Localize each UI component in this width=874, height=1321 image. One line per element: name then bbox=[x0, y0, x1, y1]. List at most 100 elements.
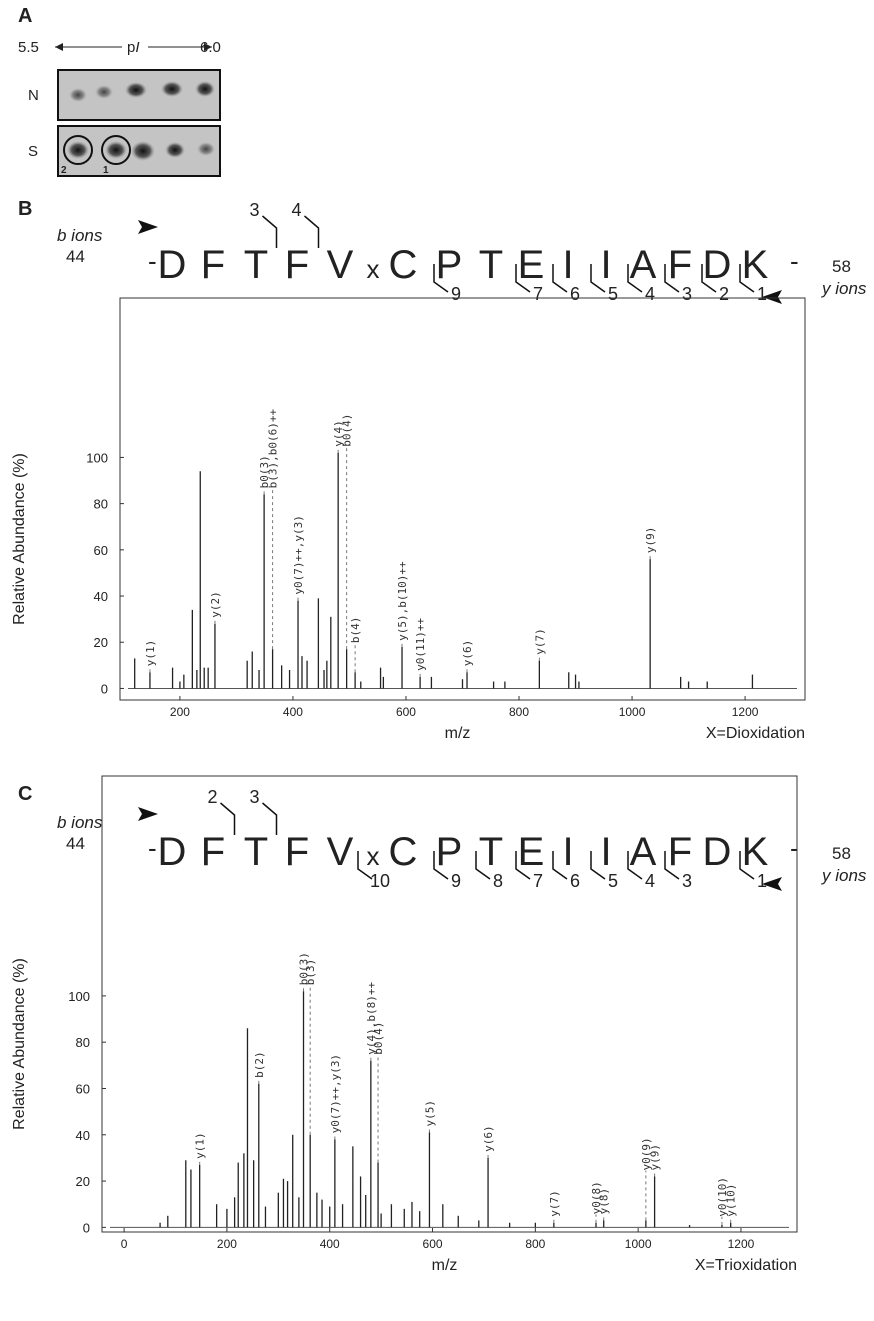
b-label: 4 bbox=[291, 200, 301, 220]
x-tick-label: 800 bbox=[525, 1237, 545, 1251]
y-tick-label: 40 bbox=[94, 589, 108, 604]
spot bbox=[69, 88, 87, 102]
y-label: 5 bbox=[608, 284, 618, 304]
peak-label: b0(4) bbox=[372, 1022, 385, 1055]
residue: T bbox=[479, 243, 503, 287]
spot bbox=[95, 85, 113, 99]
peak-label: y(1) bbox=[194, 1132, 207, 1159]
y-label: 5 bbox=[608, 871, 618, 891]
y-label: 3 bbox=[682, 284, 692, 304]
x-tick-label: 400 bbox=[283, 705, 303, 719]
residue: K bbox=[742, 243, 769, 287]
x-tick-label: 0 bbox=[121, 1237, 128, 1251]
residue: T bbox=[244, 830, 268, 874]
spot bbox=[125, 82, 147, 98]
peak-label: y0(7)++,y(3) bbox=[329, 1054, 342, 1133]
residue: F bbox=[285, 243, 309, 287]
panel-letter: C bbox=[18, 783, 32, 805]
peak-label: b(4) bbox=[349, 617, 362, 644]
b-arrow bbox=[138, 220, 158, 234]
residue: F bbox=[285, 830, 309, 874]
x-tick-label: 600 bbox=[423, 1237, 443, 1251]
residue: E bbox=[518, 243, 545, 287]
residue: I bbox=[562, 243, 573, 287]
y-label: 9 bbox=[451, 284, 461, 304]
y-tick-label: 80 bbox=[94, 497, 108, 512]
y-tick-label: 0 bbox=[83, 1220, 90, 1235]
b-start: 44 bbox=[66, 834, 85, 853]
x-tick-label: 1200 bbox=[728, 1237, 755, 1251]
spot bbox=[197, 142, 215, 156]
x-axis-label: m/z bbox=[432, 1257, 458, 1274]
note: X=Trioxidation bbox=[695, 1257, 797, 1274]
residue: A bbox=[630, 243, 657, 287]
peak-label: y(5) bbox=[423, 1100, 436, 1127]
y-label: 4 bbox=[645, 871, 655, 891]
residue: I bbox=[562, 830, 573, 874]
y-label: 2 bbox=[719, 284, 729, 304]
arrow-head bbox=[55, 43, 63, 51]
y-tick-label: 20 bbox=[94, 635, 108, 650]
peak-label: y0(11)++ bbox=[414, 618, 427, 671]
y-tick-label: 60 bbox=[76, 1081, 90, 1096]
note: X=Dioxidation bbox=[706, 725, 805, 742]
residue: D bbox=[703, 243, 732, 287]
b-label: 3 bbox=[249, 787, 259, 807]
peak-label: y(10) bbox=[725, 1184, 738, 1217]
residue: F bbox=[201, 243, 225, 287]
y-label: 6 bbox=[570, 871, 580, 891]
residue: C bbox=[389, 243, 418, 287]
residue: I bbox=[600, 830, 611, 874]
y-tick-label: 100 bbox=[86, 450, 108, 465]
peak-label: b(3) bbox=[304, 959, 317, 986]
peak-label: y0(7)++,y(3) bbox=[292, 515, 305, 594]
x-tick-label: 1200 bbox=[732, 705, 759, 719]
y-end: 58 bbox=[832, 257, 851, 276]
residue: D bbox=[158, 830, 187, 874]
peak-label: y(2) bbox=[209, 591, 222, 618]
pi-label: pI bbox=[127, 39, 140, 56]
residue: V bbox=[327, 243, 354, 287]
spot bbox=[165, 142, 185, 158]
y-ions-title: y ions bbox=[821, 866, 867, 885]
peak-label: y(5),b(10)++ bbox=[396, 561, 409, 641]
peak-label: y(9) bbox=[649, 1144, 662, 1171]
y-label: 8 bbox=[493, 871, 503, 891]
residue: E bbox=[518, 830, 545, 874]
b-arrow bbox=[138, 807, 158, 821]
residue: P bbox=[436, 830, 463, 874]
plot-frame bbox=[120, 298, 805, 700]
y-label: 7 bbox=[533, 284, 543, 304]
x-tick-label: 200 bbox=[170, 705, 190, 719]
pi-p: p bbox=[127, 39, 135, 56]
x-tick-label: 1000 bbox=[619, 705, 646, 719]
y-label: 6 bbox=[570, 284, 580, 304]
panel-letter: A bbox=[18, 5, 32, 27]
peak-label: y(7) bbox=[533, 628, 546, 655]
y-tick-label: 80 bbox=[76, 1035, 90, 1050]
y-tick-label: 20 bbox=[76, 1174, 90, 1189]
residue: K bbox=[742, 830, 769, 874]
residue: x bbox=[367, 841, 380, 871]
residue: T bbox=[479, 830, 503, 874]
y-tick-label: 60 bbox=[94, 543, 108, 558]
b-label: 3 bbox=[249, 200, 259, 220]
y-tick-label: 100 bbox=[68, 989, 90, 1004]
y-tick-label: 0 bbox=[101, 681, 108, 696]
peak-label: y(9) bbox=[644, 527, 657, 554]
dash: - bbox=[148, 833, 157, 863]
spot bbox=[67, 141, 89, 159]
panel-letter: B bbox=[18, 198, 32, 220]
ph-left: 5.5 bbox=[18, 39, 39, 56]
residue: F bbox=[668, 830, 692, 874]
y-label: 10 bbox=[370, 871, 390, 891]
peak-label: y(1) bbox=[144, 640, 157, 667]
peak-label: y(7) bbox=[548, 1190, 561, 1217]
residue: P bbox=[436, 243, 463, 287]
peak-label: b(2) bbox=[253, 1051, 266, 1078]
peak-label: b(3),b0(6)++ bbox=[267, 409, 280, 489]
x-axis-label: m/z bbox=[445, 725, 471, 742]
spot bbox=[161, 81, 183, 97]
residue: D bbox=[703, 830, 732, 874]
residue: V bbox=[327, 830, 354, 874]
